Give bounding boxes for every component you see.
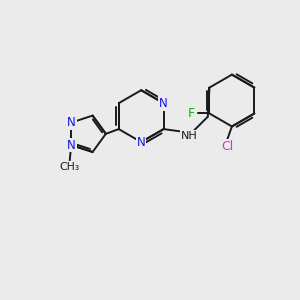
- Text: CH₃: CH₃: [60, 162, 80, 172]
- Text: N: N: [67, 139, 76, 152]
- Text: NH: NH: [181, 130, 197, 141]
- Text: N: N: [137, 136, 146, 148]
- Text: Cl: Cl: [221, 140, 234, 153]
- Text: F: F: [188, 107, 195, 120]
- Text: N: N: [67, 116, 76, 129]
- Text: N: N: [159, 97, 168, 110]
